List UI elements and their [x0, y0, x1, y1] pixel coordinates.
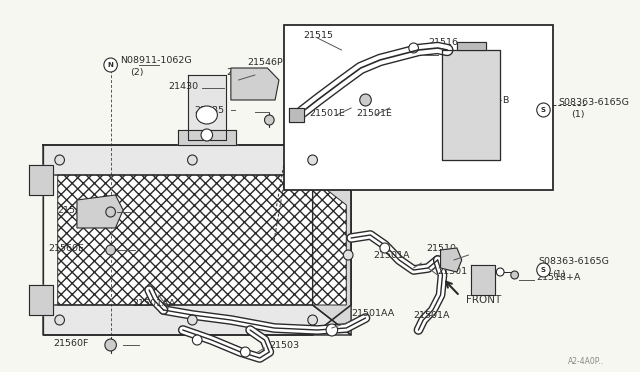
Polygon shape	[289, 108, 304, 122]
Circle shape	[55, 155, 65, 165]
Circle shape	[344, 250, 353, 260]
Circle shape	[106, 245, 115, 255]
Text: 21501A: 21501A	[373, 250, 410, 260]
Circle shape	[497, 268, 504, 276]
Text: 21510: 21510	[426, 244, 456, 253]
Circle shape	[409, 43, 419, 53]
Text: 21560E: 21560E	[226, 67, 262, 77]
Text: 21547P: 21547P	[58, 205, 93, 215]
Text: 21501AA: 21501AA	[132, 298, 176, 308]
Circle shape	[193, 335, 202, 345]
Text: 21501AA: 21501AA	[351, 308, 394, 317]
Polygon shape	[29, 165, 53, 195]
Text: N08911-1062G: N08911-1062G	[120, 55, 192, 64]
Circle shape	[201, 129, 212, 141]
Circle shape	[188, 315, 197, 325]
Circle shape	[380, 243, 390, 253]
Text: 21518+A: 21518+A	[537, 273, 581, 282]
Ellipse shape	[196, 106, 218, 124]
Text: 21516: 21516	[428, 38, 458, 46]
Text: FRONT: FRONT	[465, 295, 501, 305]
Polygon shape	[178, 130, 236, 145]
Text: 21546P: 21546P	[247, 58, 283, 67]
Circle shape	[326, 324, 338, 336]
Circle shape	[188, 155, 197, 165]
Polygon shape	[29, 285, 53, 315]
Circle shape	[360, 94, 371, 106]
Polygon shape	[231, 68, 279, 100]
Text: 21435: 21435	[195, 106, 225, 115]
Text: 21501E: 21501E	[356, 109, 392, 118]
Text: (2): (2)	[130, 67, 143, 77]
Circle shape	[241, 347, 250, 357]
Text: 21560E: 21560E	[48, 244, 84, 253]
Text: 21503: 21503	[269, 340, 300, 350]
Text: 21518+B: 21518+B	[465, 96, 510, 105]
Text: 21301: 21301	[438, 267, 468, 276]
Polygon shape	[471, 265, 495, 295]
Text: A2-4A0P..: A2-4A0P..	[568, 357, 604, 366]
Text: N: N	[108, 62, 113, 68]
Circle shape	[537, 103, 550, 117]
Circle shape	[511, 271, 518, 279]
Text: 21515: 21515	[303, 31, 333, 39]
Text: 21430: 21430	[168, 81, 198, 90]
Text: S: S	[541, 267, 546, 273]
Polygon shape	[440, 248, 461, 272]
Circle shape	[264, 115, 274, 125]
Polygon shape	[44, 145, 351, 175]
Circle shape	[537, 263, 550, 277]
Circle shape	[106, 207, 115, 217]
Polygon shape	[312, 145, 351, 335]
Polygon shape	[188, 75, 226, 140]
Circle shape	[308, 155, 317, 165]
Polygon shape	[442, 50, 500, 160]
Polygon shape	[77, 195, 123, 228]
Text: S: S	[541, 107, 546, 113]
Text: 21501E: 21501E	[310, 109, 346, 118]
Circle shape	[55, 315, 65, 325]
Circle shape	[104, 58, 117, 72]
Text: (1): (1)	[572, 109, 585, 119]
Text: (1): (1)	[552, 269, 566, 279]
Bar	[284, 25, 553, 190]
Text: 21560F: 21560F	[53, 339, 88, 347]
Polygon shape	[44, 305, 351, 335]
Polygon shape	[58, 175, 346, 305]
Text: 21501A: 21501A	[413, 311, 450, 320]
Circle shape	[105, 339, 116, 351]
Polygon shape	[457, 42, 486, 50]
Circle shape	[308, 315, 317, 325]
Text: S08363-6165G: S08363-6165G	[539, 257, 609, 266]
Text: S08363-6165G: S08363-6165G	[558, 97, 628, 106]
